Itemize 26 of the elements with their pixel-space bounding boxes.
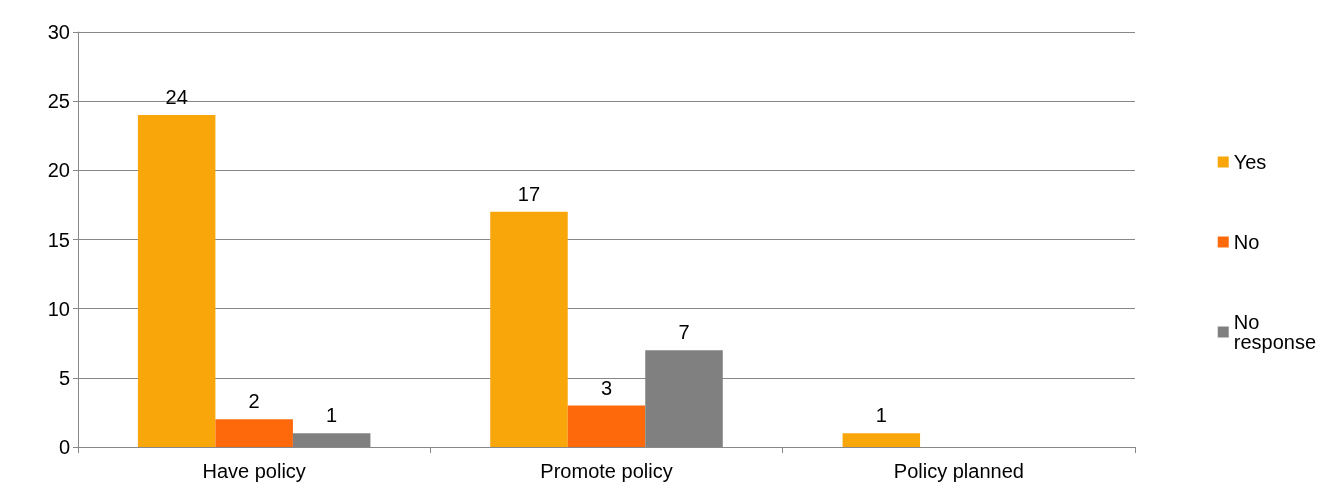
legend-label: No response [1233, 311, 1317, 353]
legend-label: Yes [1233, 151, 1267, 173]
bar [842, 433, 921, 447]
bar [567, 405, 646, 447]
y-tick-label: 25 [47, 90, 70, 113]
data-label: 1 [326, 404, 338, 427]
x-tick-label: Promote policy [540, 460, 673, 482]
legend-label: No [1233, 231, 1260, 253]
data-label: 24 [165, 86, 188, 108]
data-label: 7 [678, 321, 690, 344]
y-tick-label: 20 [47, 159, 70, 182]
data-label: 3 [600, 376, 613, 399]
y-tick-label: 15 [47, 228, 70, 251]
y-tick-label: 5 [58, 366, 70, 389]
bar [292, 433, 371, 447]
y-tick-label: 30 [47, 21, 70, 43]
x-tick-label: Have policy [202, 460, 306, 482]
data-label: 2 [248, 390, 260, 413]
y-tick-label: 0 [58, 436, 70, 458]
y-tick-label: 10 [47, 297, 70, 320]
x-tick-label: Policy planned [893, 460, 1024, 482]
bar [215, 419, 293, 447]
bar [490, 211, 568, 447]
bar [137, 115, 216, 447]
data-label: 1 [875, 404, 887, 427]
data-label: 17 [517, 182, 541, 205]
